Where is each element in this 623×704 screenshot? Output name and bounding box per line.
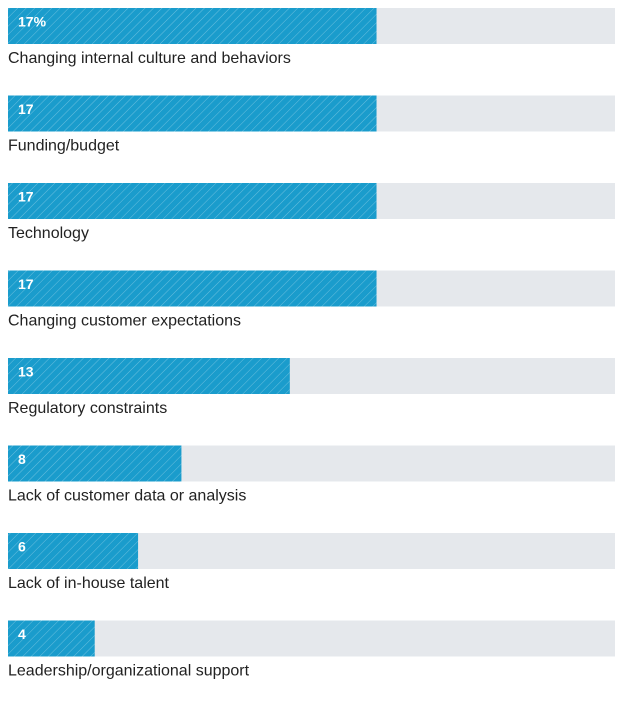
value-label: 13 (18, 364, 34, 380)
bar-hatch (8, 620, 95, 657)
bar-hatch (8, 270, 377, 307)
bar-hatch (8, 358, 290, 394)
bar-hatch (8, 8, 377, 44)
value-label: 6 (18, 539, 26, 555)
category-label: Regulatory constraints (8, 400, 167, 417)
value-label: 4 (18, 626, 26, 642)
value-label: 8 (18, 451, 26, 467)
value-label: 17 (18, 101, 34, 117)
bar-track (8, 620, 615, 657)
category-label: Leadership/organizational support (8, 663, 250, 680)
category-label: Changing customer expectations (8, 313, 241, 330)
category-label: Lack of customer data or analysis (8, 488, 246, 505)
category-label: Funding/budget (8, 138, 120, 155)
bar-hatch (8, 445, 182, 482)
value-label: 17 (18, 276, 34, 292)
bar-hatch (8, 183, 377, 219)
category-label: Lack of in-house talent (8, 575, 170, 592)
bar-hatch (8, 533, 139, 569)
value-label: 17 (18, 189, 34, 205)
bar-hatch (8, 95, 377, 132)
category-label: Changing internal culture and behaviors (8, 50, 291, 67)
category-label: Technology (8, 225, 89, 242)
value-label: 17% (18, 14, 47, 30)
